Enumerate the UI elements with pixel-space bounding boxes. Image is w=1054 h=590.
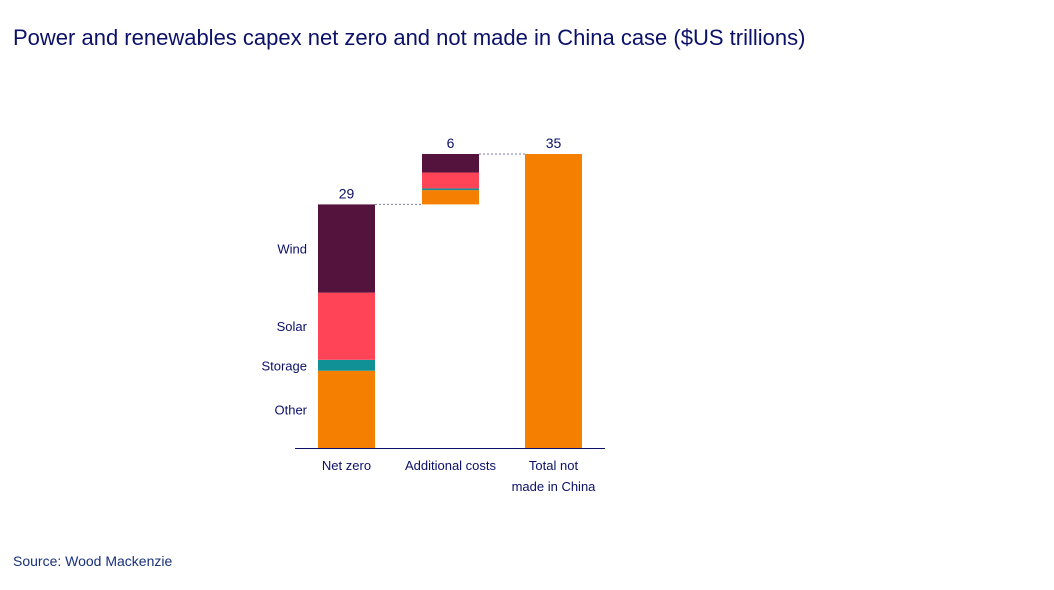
data-label: 6	[447, 135, 455, 151]
segment-label-solar: Solar	[277, 319, 308, 334]
bar-segment-solar	[422, 172, 479, 189]
bar-segment-other	[318, 370, 375, 448]
bar-segment-other	[422, 190, 479, 205]
category-label: Total not	[529, 458, 579, 473]
bar-segment-other	[525, 154, 582, 448]
data-label: 35	[546, 135, 562, 151]
data-label: 29	[339, 185, 355, 201]
bar-segment-storage	[318, 359, 375, 371]
segment-label-other: Other	[274, 402, 307, 417]
category-label: made in China	[512, 479, 597, 494]
bar-segment-wind	[422, 154, 479, 173]
bar-segment-wind	[318, 204, 375, 293]
bar-segment-storage	[422, 188, 479, 191]
chart-title: Power and renewables capex net zero and …	[13, 25, 806, 50]
segment-label-storage: Storage	[261, 358, 307, 373]
category-label: Additional costs	[405, 458, 497, 473]
segment-label-wind: Wind	[277, 242, 307, 257]
category-label: Net zero	[322, 458, 371, 473]
source-note: Source: Wood Mackenzie	[13, 553, 173, 569]
bar-segment-solar	[318, 292, 375, 360]
